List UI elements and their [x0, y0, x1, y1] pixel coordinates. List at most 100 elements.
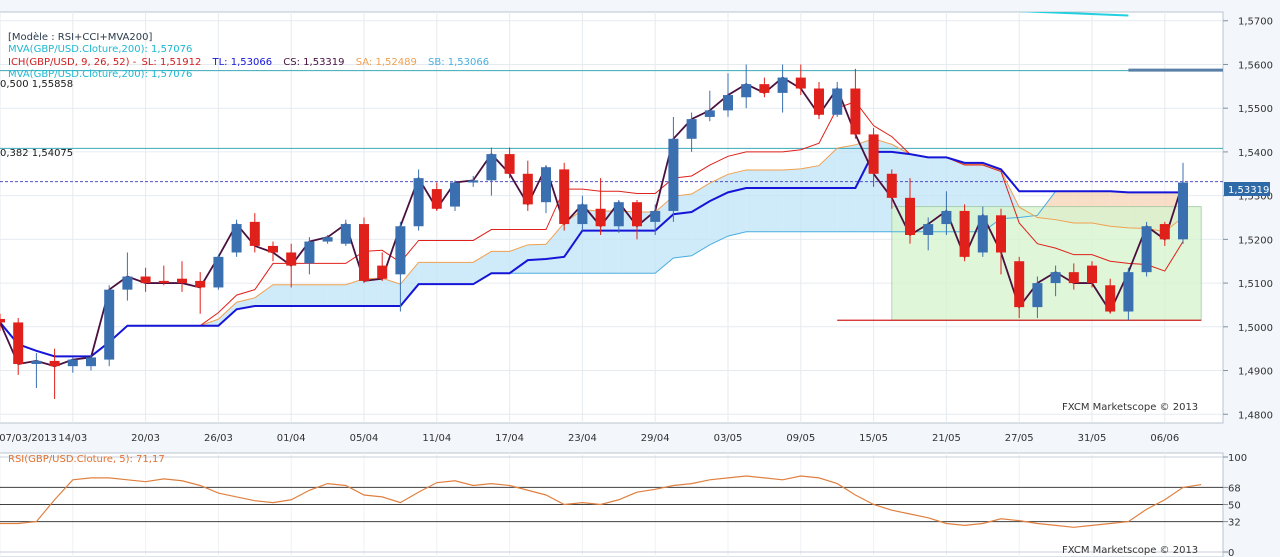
- cloud-segment: [364, 278, 383, 307]
- candle-bull: [741, 84, 752, 98]
- watermark-main: FXCM Marketscope © 2013: [1062, 402, 1198, 413]
- candle-bull: [104, 289, 115, 360]
- cloud-segment: [564, 209, 583, 274]
- candle-bull: [1141, 226, 1152, 273]
- rsi-tick-label: 32: [1228, 518, 1241, 529]
- rsi-tick-label: 50: [1228, 501, 1241, 512]
- fib-label-0500: 0,500 1,55858: [0, 79, 73, 90]
- rsi-panel: [0, 456, 1223, 553]
- candle-bull: [1050, 272, 1061, 284]
- candle-bull: [1123, 272, 1134, 312]
- legend-mva: MVA(GBP/USD.Cloture,200): 1,57076: [8, 44, 192, 55]
- candle-bull: [31, 360, 42, 364]
- candle-bull: [686, 119, 697, 139]
- kijun-line: [0, 150, 1183, 358]
- candle-bull: [941, 210, 952, 225]
- candle-bear: [1068, 272, 1079, 284]
- x-tick-label: 07/03/2013: [0, 433, 57, 444]
- candle-bear: [431, 189, 442, 209]
- candle-bull: [650, 210, 661, 222]
- candle-bear: [504, 154, 515, 174]
- fib-label-0382: 0,382 1,54075: [0, 148, 73, 159]
- candle-bull: [577, 204, 588, 225]
- x-tick-label: 15/05: [859, 433, 888, 444]
- candle-bear: [905, 197, 915, 235]
- y-tick-label: 1,4900: [1238, 367, 1273, 378]
- candle-bull: [340, 224, 351, 244]
- x-tick-label: 11/04: [422, 433, 451, 444]
- candle-bear: [49, 360, 60, 367]
- candle-bear: [13, 322, 24, 364]
- candle-bear: [377, 265, 388, 279]
- cloud-segment: [400, 262, 419, 307]
- current-price-label: 1,53319: [1228, 185, 1269, 196]
- cloud-segment: [327, 284, 346, 307]
- legend-ich-sb: SB: 1,53066: [428, 57, 489, 68]
- legend-ich-cs: CS: 1,53319: [283, 57, 344, 68]
- x-tick-label: 06/06: [1150, 433, 1179, 444]
- cloud-segment: [418, 262, 437, 285]
- candle-bear: [559, 169, 570, 225]
- y-tick-label: 1,5700: [1238, 17, 1273, 28]
- x-tick-label: 27/05: [1005, 433, 1034, 444]
- cloud-segment: [273, 284, 292, 307]
- y-tick-label: 1,5100: [1238, 279, 1273, 290]
- candle-bear: [595, 208, 606, 227]
- candle-bear: [195, 280, 206, 288]
- legend-mva-2: MVA(GBP/USD.Cloture,200): 1,57076: [8, 69, 192, 80]
- cloud-segment: [746, 169, 765, 232]
- cloud-segment: [800, 165, 819, 232]
- y-tick-label: 1,5300: [1238, 192, 1273, 203]
- candle-bear: [1014, 261, 1025, 308]
- candle-bear: [1087, 265, 1097, 284]
- candle-bull: [67, 359, 78, 367]
- cloud-segment: [509, 244, 528, 274]
- candle-bear: [632, 202, 642, 227]
- candle-bull: [413, 178, 424, 227]
- candle-bull: [977, 215, 988, 253]
- legend-ich-sa: SA: 1,52489: [356, 57, 417, 68]
- candle-bear: [850, 88, 861, 135]
- x-tick-label: 20/03: [131, 433, 160, 444]
- candle-bull: [86, 357, 96, 367]
- candle-bull: [304, 241, 315, 264]
- candle-bear: [249, 221, 260, 246]
- candle-bull: [1032, 283, 1043, 308]
- candle-bear: [177, 278, 187, 284]
- candle-bull: [723, 95, 733, 111]
- green-zone: [891, 206, 1202, 321]
- candle-bull: [486, 154, 497, 181]
- cloud-segment: [546, 222, 565, 274]
- candle-bull: [541, 167, 551, 203]
- x-tick-label: 31/05: [1078, 433, 1107, 444]
- candle-bear: [158, 280, 169, 284]
- cloud-segment: [491, 251, 510, 274]
- y-tick-label: 1,5000: [1238, 323, 1273, 334]
- candle-bear: [868, 134, 879, 174]
- x-tick-label: 23/04: [568, 433, 597, 444]
- candle-bear: [886, 173, 897, 198]
- x-tick-label: 01/04: [277, 433, 306, 444]
- cloud-segment: [436, 262, 455, 285]
- candle-bear: [996, 215, 1006, 253]
- x-tick-label: 26/03: [204, 433, 233, 444]
- x-tick-label: 21/05: [932, 433, 961, 444]
- cloud-segment: [618, 210, 637, 274]
- candle-bull: [613, 202, 624, 227]
- cloud-segment: [782, 168, 801, 232]
- candle-bear: [0, 318, 5, 323]
- cloud-segment: [345, 278, 364, 307]
- rsi-tick-label: 0: [1228, 548, 1234, 557]
- legend-ich: ICH(GBP/USD, 9, 26, 52) - SL: 1,51912 TL…: [8, 57, 489, 68]
- x-tick-label: 17/04: [495, 433, 524, 444]
- cloud-segment: [709, 174, 728, 245]
- candle-bull: [668, 138, 679, 211]
- candle-bear: [1105, 285, 1116, 312]
- candle-bull: [450, 182, 460, 207]
- cloud-segment: [600, 210, 619, 274]
- rsi-line: [0, 475, 1202, 528]
- overlay-lines: [0, 12, 1223, 368]
- cloud-segment: [254, 284, 273, 307]
- candle-bull: [322, 237, 333, 242]
